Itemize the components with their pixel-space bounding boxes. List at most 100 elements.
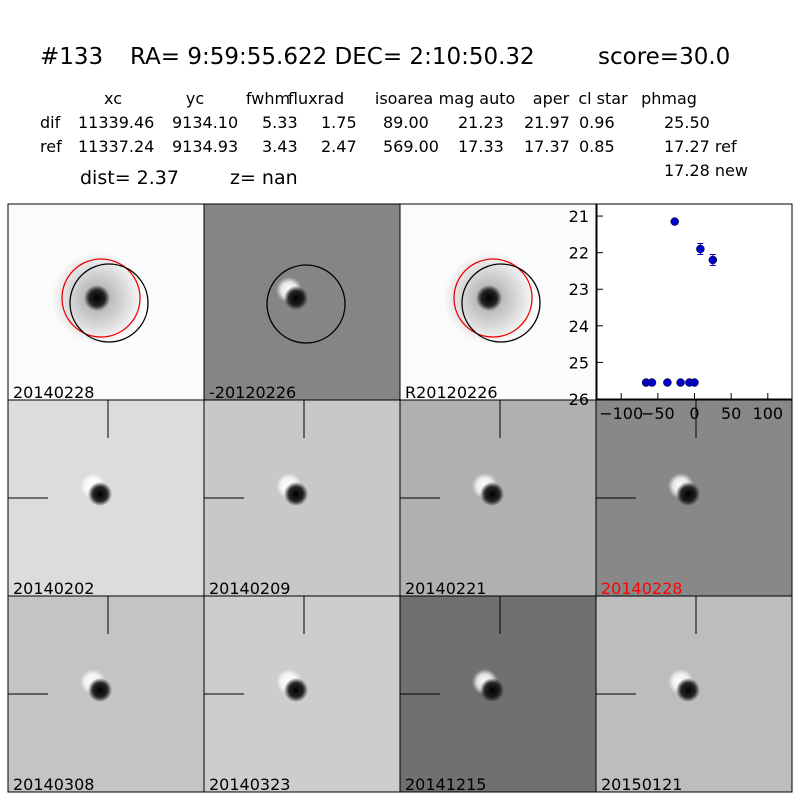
table-cell: 17.33 (458, 137, 504, 156)
new-circle (69, 263, 149, 343)
x-tick-label: 100 (753, 404, 784, 423)
column-header: xc (104, 89, 122, 108)
image-panel: 20140221 (399, 399, 597, 598)
new-circle (266, 264, 346, 344)
column-header: fwhm (246, 89, 290, 108)
image-panel: R20120226 (399, 203, 597, 402)
column-header: fluxrad (288, 89, 344, 108)
marker (696, 244, 705, 254)
row-label: ref (40, 137, 62, 156)
data-point (696, 243, 705, 255)
table-cell: 89.00 (383, 113, 429, 132)
x-tick-label: −50 (641, 404, 675, 423)
source (88, 678, 112, 702)
table-cell: 569.00 (383, 137, 439, 156)
ref-circle (61, 258, 141, 338)
panel-label: 20140221 (405, 579, 486, 598)
x-tick-label: −100 (599, 404, 643, 423)
data-point (690, 378, 699, 387)
column-header: cl star (578, 89, 628, 108)
panel-label: 20140228 (13, 383, 94, 402)
source (480, 678, 504, 702)
image-panel: 20140323 (203, 595, 401, 794)
table-cell: 2.47 (321, 137, 357, 156)
table-cell: 0.85 (579, 137, 615, 156)
coordinates: RA= 9:59:55.622 DEC= 2:10:50.32 (130, 44, 535, 70)
table-cell: 1.75 (321, 113, 357, 132)
y-tick-label: 21 (569, 207, 589, 226)
image-panel: 20140202 (7, 399, 205, 598)
table-cell: 3.43 (262, 137, 298, 156)
new-circle (461, 263, 541, 343)
panel-label: 20140209 (209, 579, 290, 598)
column-header: yc (186, 89, 204, 108)
redshift: z= nan (230, 167, 298, 189)
table-cell: 21.23 (458, 113, 504, 132)
table-cell: 0.96 (579, 113, 615, 132)
image-panel: 20150121 (595, 595, 793, 794)
data-point (663, 378, 672, 387)
source (676, 482, 700, 506)
data-point (647, 378, 657, 387)
panel-label: 20140228 (601, 579, 682, 598)
source (676, 678, 700, 702)
source (284, 678, 308, 702)
y-tick-label: 22 (569, 244, 589, 263)
x-tick-label: 0 (689, 404, 699, 423)
image-panel: 20140228 (595, 399, 793, 598)
table-cell: 11337.24 (78, 137, 154, 156)
marker (708, 255, 718, 265)
image-panel: 20140228 (7, 203, 205, 402)
table-cell: 17.27 ref (664, 137, 737, 156)
x-tick-label: 50 (721, 404, 741, 423)
y-tick-label: 23 (569, 280, 589, 299)
marker (670, 217, 679, 226)
plot-area (596, 203, 793, 400)
panel-label: 20140202 (13, 579, 94, 598)
image-panel: 20140308 (7, 595, 205, 794)
table-cell: 11339.46 (78, 113, 154, 132)
score: score=30.0 (598, 44, 730, 70)
image-panel: -20120226 (203, 203, 401, 402)
source (88, 482, 112, 506)
marker (676, 378, 685, 387)
source (476, 285, 502, 311)
table-extra: 17.28 new (664, 161, 748, 180)
image-panel: 20141215 (399, 595, 597, 794)
y-tick-label: 26 (569, 390, 589, 409)
y-tick-label: 24 (569, 317, 589, 336)
table-cell: 5.33 (262, 113, 298, 132)
marker (647, 378, 657, 387)
data-point (641, 378, 651, 387)
marker (663, 378, 672, 387)
dist: dist= 2.37 (80, 167, 179, 189)
source (84, 285, 110, 311)
table-cell: 25.50 (664, 113, 710, 132)
data-point (676, 378, 685, 387)
panel-label: R20120226 (405, 383, 498, 402)
column-header: mag auto (439, 89, 516, 108)
table-cell: 21.97 (524, 113, 570, 132)
source (480, 482, 504, 506)
column-header: isoarea (375, 89, 433, 108)
source (284, 286, 308, 310)
object-id: #133 (40, 44, 103, 70)
row-label: dif (40, 113, 61, 132)
marker (690, 378, 699, 387)
panel-label: 20141215 (405, 775, 486, 794)
panel-label: -20120226 (209, 383, 296, 402)
table-cell: 17.37 (524, 137, 570, 156)
table-cell: 9134.10 (172, 113, 238, 132)
ref-circle (453, 258, 533, 338)
y-tick-label: 25 (569, 353, 589, 372)
panel-label: 20150121 (601, 775, 682, 794)
image-panel: 20140209 (203, 399, 401, 598)
panel-label: 20140308 (13, 775, 94, 794)
column-header: aper (533, 89, 570, 108)
table-cell: 9134.93 (172, 137, 238, 156)
data-point (670, 217, 679, 226)
source (284, 482, 308, 506)
data-point (708, 253, 718, 266)
panel-label: 20140323 (209, 775, 290, 794)
